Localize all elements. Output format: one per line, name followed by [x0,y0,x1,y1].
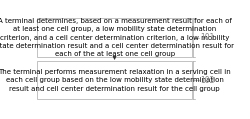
FancyBboxPatch shape [37,61,192,99]
Text: The terminal performs measurement relaxation in a serving cell in
each cell grou: The terminal performs measurement relaxa… [0,69,231,92]
FancyBboxPatch shape [37,18,192,57]
Text: 102: 102 [200,76,214,85]
Text: 101: 101 [200,33,214,42]
Text: A terminal determines, based on a measurement result for each of
at least one ce: A terminal determines, based on a measur… [0,18,234,57]
